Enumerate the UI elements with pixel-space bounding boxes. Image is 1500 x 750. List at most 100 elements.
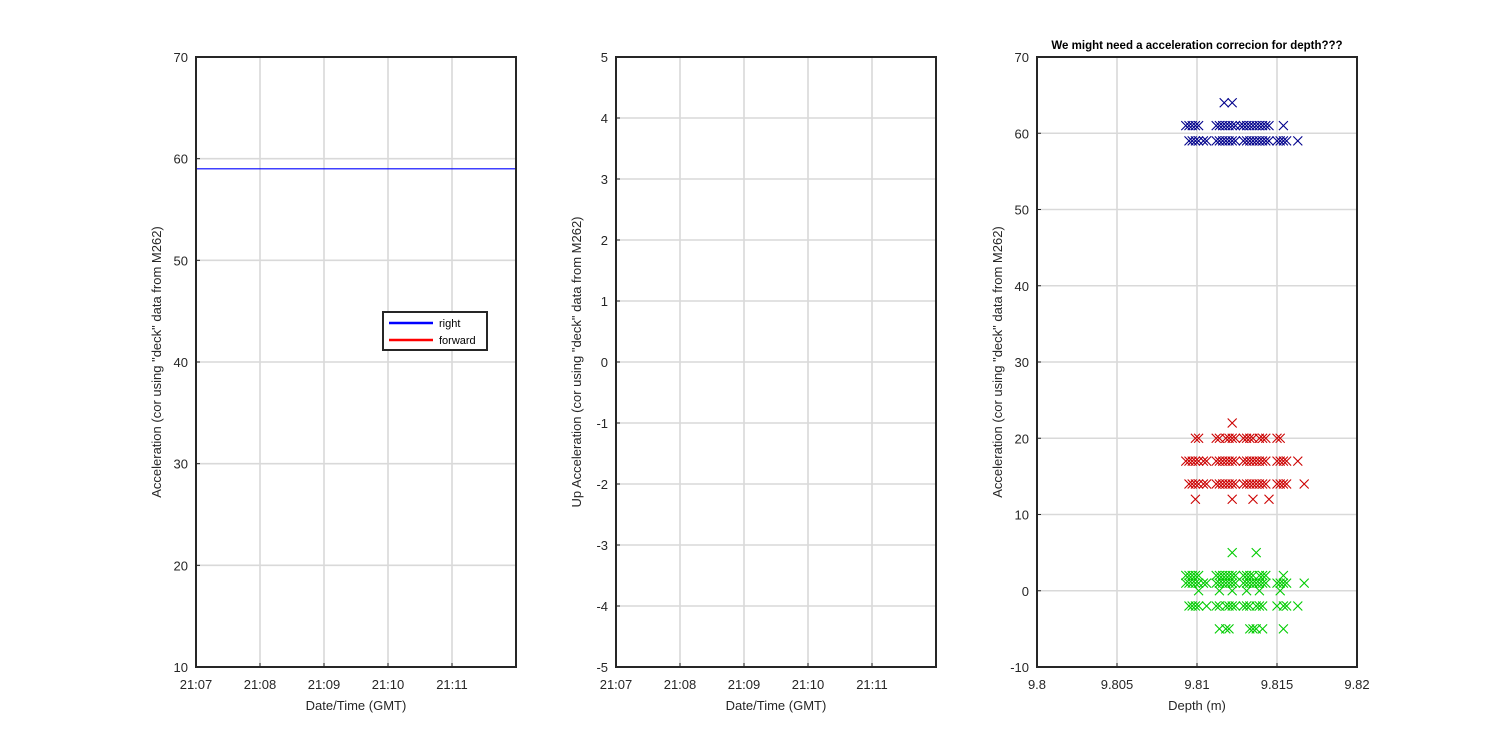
scatter-point — [1198, 479, 1209, 489]
y-tick-label: 60 — [1015, 126, 1029, 141]
scatter-point — [1227, 570, 1238, 581]
scatter-point — [1201, 456, 1212, 467]
y-tick-label: 20 — [1015, 431, 1029, 446]
x-tick-label: 9.805 — [1101, 677, 1134, 692]
scatter-point — [1278, 570, 1289, 581]
scatter-point — [1292, 601, 1303, 611]
scatter-series-1 — [1180, 97, 1303, 146]
y-axis-label: Acceleration (cor using "deck" data from… — [990, 226, 1005, 498]
scatter-point — [1193, 570, 1204, 581]
scatter-point — [1299, 578, 1310, 589]
series-line-forward — [0, 545, 196, 647]
scatter-point — [1193, 433, 1204, 444]
subplot-2: 21:07 21:08 21:09 21:10 21:11 -5 -4 -3 -2 -1 0 1 2 3 4… — [569, 50, 937, 713]
scatter-point — [1278, 578, 1289, 589]
y-tick-label: 70 — [1015, 50, 1029, 65]
legend-label-forward: forward — [439, 335, 476, 347]
scatter-point — [1214, 585, 1225, 596]
scatter-point — [1219, 97, 1230, 108]
plot-area — [1180, 97, 1310, 634]
x-tick-label: 21:07 — [600, 677, 633, 692]
scatter-point — [1230, 601, 1241, 611]
scatter-point — [1227, 418, 1238, 428]
y-tick-label: 30 — [174, 457, 188, 472]
scatter-point — [1227, 97, 1238, 108]
x-tick-label: 9.815 — [1261, 677, 1294, 692]
scatter-point — [1244, 570, 1255, 581]
scatter-point — [1281, 578, 1292, 589]
scatter-point — [1260, 120, 1271, 131]
y-tick-label: 50 — [1015, 203, 1029, 218]
x-tick-label: 21:11 — [436, 677, 468, 692]
scatter-point — [1275, 585, 1286, 596]
x-tick-label: 21:08 — [664, 677, 697, 692]
x-axis-label: Date/Time (GMT) — [726, 698, 827, 713]
y-tick-label: -1 — [596, 416, 608, 431]
scatter-series-3 — [1180, 547, 1310, 634]
scatter-point — [1244, 433, 1255, 444]
scatter-point — [1230, 570, 1241, 581]
legend: right forward — [382, 311, 488, 351]
scatter-point — [1190, 120, 1201, 131]
scatter-point — [1248, 623, 1258, 634]
x-tick-label: 21:09 — [308, 677, 341, 692]
y-tick-label: 50 — [174, 253, 188, 268]
x-tick-label: 21:09 — [728, 677, 761, 692]
x-tick-label: 9.82 — [1344, 677, 1369, 692]
scatter-point — [1198, 578, 1209, 589]
y-tick-label: -5 — [596, 660, 608, 675]
scatter-point — [1230, 578, 1241, 589]
scatter-point — [1227, 433, 1238, 444]
y-tick-label: -10 — [1010, 660, 1029, 675]
scatter-point — [1257, 479, 1268, 489]
scatter-point — [1241, 585, 1252, 596]
scatter-point — [1193, 479, 1204, 489]
scatter-point — [1227, 547, 1238, 558]
scatter-point — [1201, 135, 1212, 146]
scatter-point — [1257, 601, 1268, 611]
scatter-point — [1260, 578, 1271, 589]
subplot-3: 9.8 9.805 9.81 9.815 9.82 -10 0 10 20 30 40 50 60 70 D… — [990, 40, 1370, 713]
scatter-point — [1198, 135, 1209, 146]
y-tick-label: 10 — [1015, 508, 1029, 523]
scatter-point — [1260, 135, 1271, 146]
scatter-point — [1264, 494, 1274, 505]
scatter-point — [1278, 135, 1289, 146]
scatter-point — [1227, 135, 1238, 146]
x-tick-label: 21:10 — [372, 677, 405, 692]
scatter-point — [1278, 479, 1289, 489]
scatter-point — [1201, 479, 1212, 489]
y-tick-label: 40 — [174, 355, 188, 370]
series-line-right — [196, 168, 516, 170]
scatter-point — [1211, 601, 1222, 611]
y-tick-label: 2 — [601, 233, 608, 248]
scatter-point — [1299, 479, 1310, 489]
scatter-point — [1230, 120, 1241, 131]
scatter-point — [1220, 623, 1231, 634]
scatter-point — [1201, 601, 1212, 611]
scatter-point — [1227, 494, 1238, 505]
scatter-point — [1198, 456, 1209, 467]
scatter-point — [1257, 578, 1268, 589]
scatter-point — [1193, 456, 1204, 467]
y-tick-label: 4 — [601, 111, 608, 126]
scatter-point — [1257, 570, 1268, 581]
x-tick-label: 21:07 — [180, 677, 213, 692]
scatter-point — [1260, 456, 1271, 467]
scatter-point — [1241, 601, 1252, 611]
scatter-point — [1264, 135, 1274, 146]
scatter-point — [1292, 456, 1303, 467]
x-tick-label: 21:08 — [244, 677, 277, 692]
scatter-point — [1260, 433, 1271, 444]
scatter-point — [1193, 585, 1204, 596]
y-tick-label: 5 — [601, 50, 608, 65]
scatter-point — [1272, 433, 1282, 444]
y-tick-label: -2 — [596, 477, 608, 492]
scatter-point — [1190, 135, 1201, 146]
y-tick-label: 20 — [174, 558, 188, 573]
y-tick-label: 70 — [174, 50, 188, 65]
y-tick-label: 0 — [601, 355, 608, 370]
y-axis-label: Acceleration (cor using "deck" data from… — [149, 226, 164, 498]
scatter-point — [1230, 433, 1241, 444]
y-tick-label: 40 — [1015, 279, 1029, 294]
